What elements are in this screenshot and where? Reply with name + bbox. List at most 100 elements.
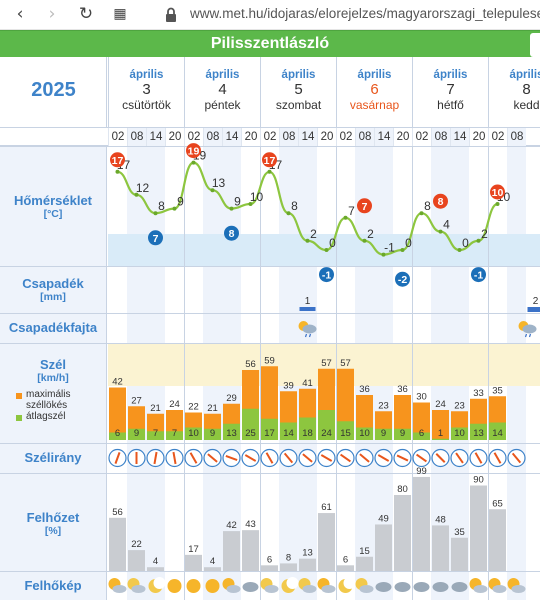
- moon-cut: [153, 577, 166, 589]
- hour-label: 20: [165, 128, 184, 146]
- cloud-value-label: 42: [226, 520, 237, 531]
- wind-dir-arrow: [302, 453, 313, 463]
- back-arrow-icon[interactable]: ‹: [16, 4, 24, 24]
- temperature-value: 2: [310, 227, 317, 241]
- partly-cloudy-night-icon: [260, 578, 279, 593]
- wind-gust-label: 23: [378, 400, 389, 411]
- temperature-label: Hőmérséklet: [13, 193, 93, 208]
- wind-avg-label: 6: [419, 428, 424, 439]
- partly-cloudy-icon: [469, 578, 488, 593]
- wind-direction-icon: [298, 448, 317, 468]
- wind-avg-bar: [318, 410, 335, 440]
- temperature-point: [400, 248, 405, 252]
- wind-gust-label: 33: [473, 388, 484, 399]
- raindrop: [304, 333, 308, 338]
- wind-dir-arrow: [207, 453, 218, 463]
- wind-avg-bar: [337, 421, 354, 440]
- cloud-label-cell: Felhőzet [%]: [0, 473, 107, 571]
- forward-arrow-icon[interactable]: ›: [48, 4, 56, 24]
- temperature-point: [495, 202, 500, 206]
- max-temp-marker: [433, 193, 448, 209]
- day-num: 4: [218, 81, 227, 98]
- wind-avg-bar: [185, 427, 202, 440]
- cloud-value-label: 43: [245, 519, 256, 530]
- browser-toolbar: ‹ › ↻ ▦ www.met.hu/idojaras/elorejelzes/…: [0, 0, 540, 30]
- wind-avg-label: 13: [226, 428, 237, 439]
- temperature-value: 0: [329, 236, 336, 250]
- cloud-value-label: 90: [473, 475, 484, 486]
- wind-gust-label: 42: [112, 377, 123, 388]
- min-temp-marker: [471, 267, 486, 283]
- min-temp-marker: [319, 267, 334, 283]
- cloud-value-label: 35: [454, 527, 465, 538]
- wind-avg-label: 9: [381, 428, 386, 439]
- temperature-value: 9: [177, 195, 184, 209]
- gust-legend-line2: széllökés: [26, 400, 68, 411]
- year-cell: 2025: [0, 57, 107, 127]
- wind-direction-icon: [146, 448, 165, 468]
- wind-avg-label: 9: [210, 428, 215, 439]
- wind-avg-bar: [413, 432, 430, 440]
- partly-cloudy-night-icon: [127, 578, 146, 593]
- temperature-value: 8: [291, 199, 298, 213]
- wind-avg-label: 17: [264, 428, 275, 439]
- day-header-8: április8kedd: [488, 57, 540, 127]
- wind-avg-bar: [280, 422, 297, 440]
- day-name: hétfő: [437, 98, 464, 112]
- day-month: április: [129, 69, 164, 81]
- wind-direction-icon: [260, 448, 279, 468]
- raindrop: [308, 333, 312, 338]
- cloud-value-label: 13: [302, 548, 313, 559]
- wind-avg-label: 13: [473, 428, 484, 439]
- cloud-value-label: 80: [397, 484, 408, 495]
- address-bar-url[interactable]: www.met.hu/idojaras/elorejelzes/magyaror…: [190, 6, 540, 21]
- temperature-point: [286, 211, 291, 216]
- wind-gust-label: 27: [131, 395, 142, 406]
- wind-label-cell: Szél [km/h] maximális széllökés átlagszé…: [0, 343, 107, 443]
- temperature-point: [343, 215, 348, 220]
- day-header-5: április 5 szombat: [260, 57, 336, 127]
- wind-avg-bar: [356, 427, 373, 440]
- reload-icon[interactable]: ↻: [78, 4, 94, 24]
- cloud-bar: [242, 530, 259, 571]
- wind-dir-arrow: [340, 453, 351, 463]
- temperature-point: [115, 169, 120, 174]
- precip-bar: [527, 307, 540, 312]
- wind-avg-label: 14: [283, 428, 294, 439]
- sky-label: Felhőkép: [24, 578, 82, 593]
- cloudy-icon: [375, 582, 392, 592]
- partly-cloudy-icon: [222, 578, 241, 593]
- avg-swatch: [16, 415, 22, 421]
- temperature-unit: [°C]: [43, 208, 63, 220]
- cloud-bar: [375, 524, 392, 571]
- cloud-bar: [280, 563, 297, 571]
- temperature-point: [229, 206, 234, 211]
- day-num: 3: [142, 81, 151, 98]
- temperature-point: [172, 206, 177, 211]
- temperature-point: [457, 248, 462, 252]
- wind-gust-label: 41: [302, 378, 313, 389]
- wind-gust-label: 56: [245, 359, 256, 370]
- day-month: április: [357, 69, 392, 81]
- wind-gust-label: 21: [207, 403, 218, 414]
- max-temp-marker: [186, 143, 201, 159]
- cloud-value-label: 48: [435, 514, 446, 525]
- wind-direction-icon: [241, 448, 260, 468]
- cloud-part: [226, 585, 241, 593]
- lock-icon[interactable]: [158, 2, 184, 28]
- cloud-part: [432, 582, 449, 592]
- wind-gust-label: 21: [150, 403, 161, 414]
- sun-disc: [205, 579, 220, 593]
- wind-dir-arrow: [396, 454, 409, 462]
- cloud-value-label: 4: [153, 556, 158, 567]
- min-temp-marker-label: 7: [153, 233, 159, 245]
- title-bar-chip[interactable]: [530, 33, 540, 57]
- wind-direction-icon: [450, 448, 469, 468]
- gust-legend-line1: maximális: [26, 389, 71, 400]
- cloud-bar: [318, 513, 335, 571]
- apps-grid-icon[interactable]: ▦: [113, 6, 127, 22]
- wind-avg-bar: [242, 408, 259, 440]
- wind-gust-label: 22: [188, 402, 199, 413]
- wind-avg-bar: [128, 428, 145, 440]
- temperature-value: 7: [348, 204, 355, 218]
